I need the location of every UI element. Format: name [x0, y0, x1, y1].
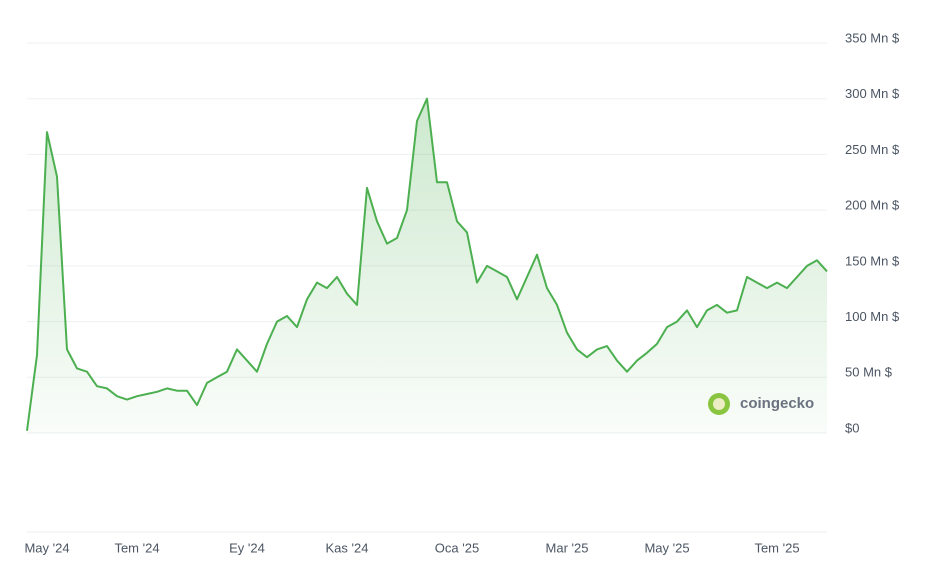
- y-tick-label: 100 Mn $: [845, 309, 900, 324]
- x-tick-label: May '24: [24, 540, 69, 555]
- x-tick-label: Tem '24: [114, 540, 159, 555]
- y-tick-label: 350 Mn $: [845, 30, 900, 45]
- x-tick-label: Ey '24: [229, 540, 265, 555]
- area: [27, 98, 827, 433]
- x-tick-label: Oca '25: [435, 540, 479, 555]
- x-tick-label: Kas '24: [326, 540, 369, 555]
- watermark: coingecko: [740, 395, 814, 412]
- x-tick-label: Mar '25: [546, 540, 589, 555]
- x-tick-label: May '25: [644, 540, 689, 555]
- y-tick-label: 300 Mn $: [845, 86, 900, 101]
- line: [26, 97, 828, 431]
- y-tick-label: 150 Mn $: [845, 253, 900, 268]
- x-tick-label: Tem '25: [754, 540, 799, 555]
- y-tick-label: $0: [845, 420, 859, 435]
- y-tick-label: 250 Mn $: [845, 142, 900, 157]
- y-tick-label: 200 Mn $: [845, 198, 900, 213]
- y-tick-label: 50 Mn $: [845, 365, 893, 380]
